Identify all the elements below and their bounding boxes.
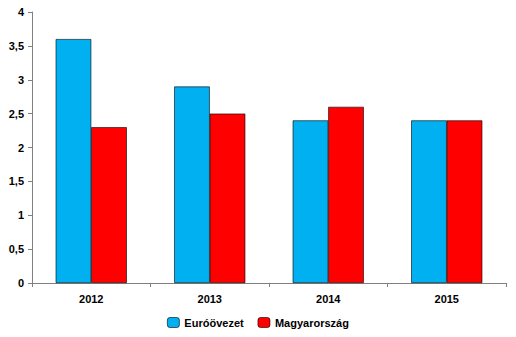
svg-text:2014: 2014 [316,293,341,305]
svg-text:3,5: 3,5 [9,40,24,52]
svg-text:Magyarország: Magyarország [275,317,349,329]
svg-text:2: 2 [18,142,24,154]
svg-text:0,5: 0,5 [9,243,24,255]
svg-text:1,5: 1,5 [9,175,24,187]
svg-text:2012: 2012 [79,293,103,305]
svg-text:3: 3 [18,74,24,86]
svg-text:2015: 2015 [435,293,459,305]
svg-text:1: 1 [18,209,24,221]
svg-text:0: 0 [18,277,24,289]
svg-text:Euróövezet: Euróövezet [184,317,244,329]
svg-text:2,5: 2,5 [9,108,24,120]
svg-text:4: 4 [18,6,25,18]
svg-text:2013: 2013 [198,293,222,305]
